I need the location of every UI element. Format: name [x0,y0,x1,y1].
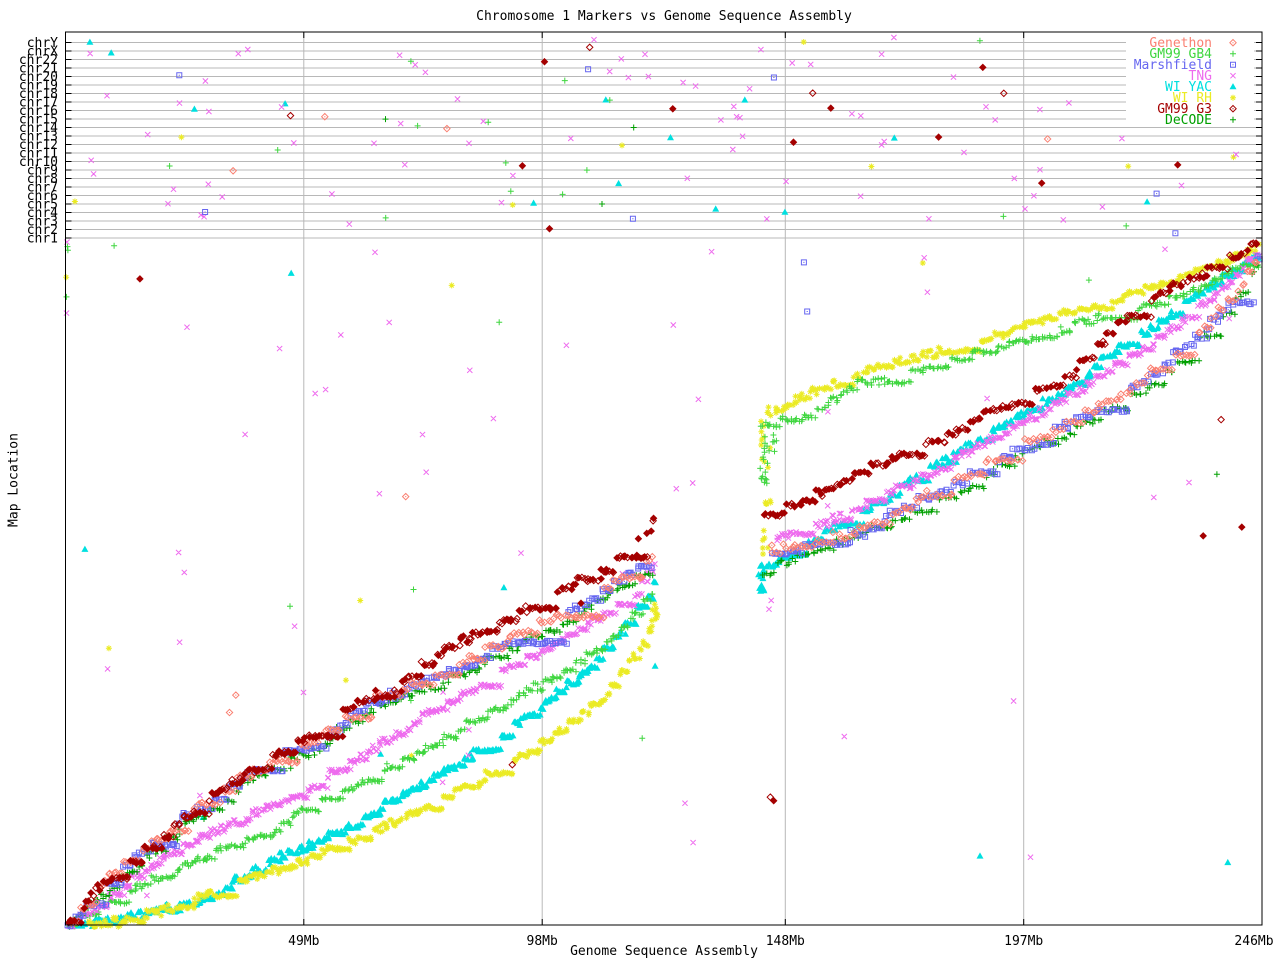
y-tick-label-chr5: chr5 [27,198,58,213]
y-tick-label-chr7: chr7 [27,181,58,196]
series-wi_rh-markers [63,39,1262,930]
y-axis-label: Map Location [6,433,22,527]
x-tick-label-98Mb: 98Mb [527,934,558,949]
y-tick-label-chr14: chr14 [19,121,58,136]
y-tick-label-chr21: chr21 [19,62,58,77]
legend-marker-tng [1230,72,1236,79]
axis-ticks [65,32,1263,925]
y-tick-label-chrY: chrY [27,36,58,51]
chart-title: Chromosome 1 Markers vs Genome Sequence … [476,9,852,24]
legend-marker-gm99_gb4 [1230,50,1236,57]
legend-marker-marshfield [1230,61,1236,68]
legend-label-wi_rh: WI RH [1173,91,1212,106]
y-tick-label-chr11: chr11 [19,147,58,162]
legend-label-gm99_g3: GM99 G3 [1157,102,1212,117]
y-tick-label-chr18: chr18 [19,87,58,102]
series-gm99_g3-filled-markers [64,57,1261,927]
legend-label-wi_yac: WI YAC [1165,80,1212,95]
legend-marker-wi_rh [1230,94,1236,101]
y-tick-label-chr22: chr22 [19,53,58,68]
series-wi_yac-filled-markers [71,38,1262,929]
x-tick-label-148Mb: 148Mb [766,934,805,949]
y-tick-label-chr16: chr16 [19,104,58,119]
legend-label-marshfield: Marshfield [1134,58,1212,73]
series-gm99_g3-markers [70,43,1261,927]
series-gm99_gb4-markers [63,37,1262,930]
legend-marker-genethon [1229,38,1237,47]
y-tick-label-chr1: chr1 [27,232,58,247]
y-tick-label-chr19: chr19 [19,79,58,94]
y-tick-label-chr17: chr17 [19,96,58,111]
series-marshfield-markers [64,66,1263,930]
x-tick-label-197Mb: 197Mb [1004,934,1043,949]
x-axis-label: Genome Sequence Assembly [570,944,758,959]
y-tick-label-chr3: chr3 [27,215,58,230]
series-tng-markers [63,34,1263,930]
y-tick-label-chr4: chr4 [27,206,58,221]
y-tick-label-chrX: chrX [27,45,58,60]
y-tick-label-chr13: chr13 [19,130,58,145]
legend-marker-gm99_g3 [1229,104,1237,113]
legend-label-genethon: Genethon [1149,36,1212,51]
series-genethon-markers [66,112,1261,927]
x-tick-label-49Mb: 49Mb [288,934,319,949]
x-tick-label-246Mb: 246Mb [1234,934,1273,949]
plot-border [65,31,1263,926]
legend-marker-wi_yac [1229,83,1237,90]
legend-label-gm99_gb4: GM99 GB4 [1149,47,1212,62]
legend-label-tng: TNG [1189,69,1213,84]
y-tick-label-chr15: chr15 [19,113,58,128]
y-tick-label-chr12: chr12 [19,138,58,153]
y-tick-label-chr2: chr2 [27,223,58,238]
y-tick-label-chr10: chr10 [19,155,58,170]
y-tick-label-chr9: chr9 [27,164,58,179]
y-tick-label-chr8: chr8 [27,172,58,187]
legend-label-decode: DeCODE [1165,113,1212,128]
y-tick-label-chr20: chr20 [19,70,58,85]
legend-marker-decode [1230,116,1236,123]
y-tick-label-chr6: chr6 [27,189,58,204]
